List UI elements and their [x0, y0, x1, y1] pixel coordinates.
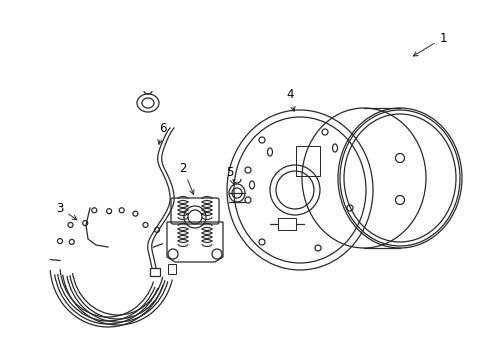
Text: 2: 2 — [179, 162, 194, 194]
Bar — [168, 264, 176, 274]
Text: 5: 5 — [226, 166, 234, 184]
Text: 6: 6 — [158, 122, 166, 144]
Text: 1: 1 — [412, 31, 446, 56]
Bar — [295, 146, 319, 176]
Bar — [278, 218, 295, 230]
Text: 3: 3 — [56, 202, 77, 220]
Bar — [150, 268, 160, 276]
Text: 4: 4 — [285, 89, 295, 111]
